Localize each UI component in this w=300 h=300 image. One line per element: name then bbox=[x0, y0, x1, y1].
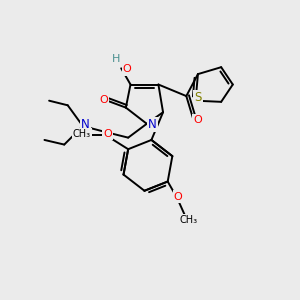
Text: H: H bbox=[112, 54, 121, 64]
Text: N: N bbox=[148, 118, 157, 131]
Text: CH₃: CH₃ bbox=[180, 214, 198, 225]
Text: S: S bbox=[194, 91, 202, 104]
Text: O: O bbox=[123, 64, 131, 74]
Text: CH₃: CH₃ bbox=[73, 129, 91, 139]
Text: O: O bbox=[99, 94, 108, 104]
Text: N: N bbox=[81, 118, 89, 131]
Text: O: O bbox=[103, 129, 112, 139]
Text: O: O bbox=[194, 115, 202, 125]
Text: O: O bbox=[174, 191, 182, 202]
